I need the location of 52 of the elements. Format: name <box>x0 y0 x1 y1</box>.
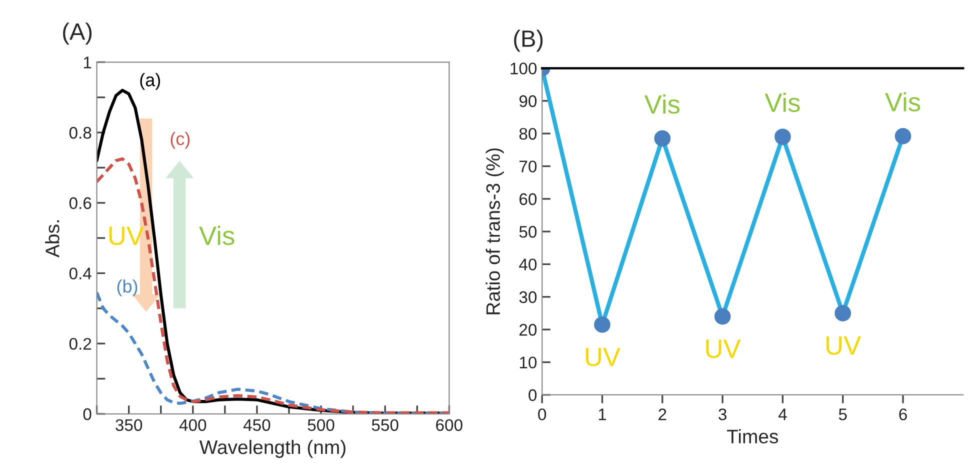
annotation: Vis <box>199 226 234 246</box>
y-axis-title: Abs. <box>45 220 60 258</box>
x-tick-label: 550 <box>372 419 398 431</box>
y-tick-label: 0.2 <box>69 338 92 350</box>
y-tick-label: 80 <box>519 128 537 140</box>
y-axis-title: Ratio of trans-3 (%) <box>486 148 504 314</box>
y-tick-label: 0.6 <box>69 197 92 210</box>
point <box>654 130 671 147</box>
y-tick-label: 60 <box>520 193 537 206</box>
x-tick-label: 400 <box>179 419 206 431</box>
text: (c) <box>170 132 190 149</box>
chart-title: (A) <box>63 22 92 45</box>
point <box>834 305 852 322</box>
x-tick-label: 1 <box>598 408 606 420</box>
y-tick-label: 70 <box>520 160 537 172</box>
x-tick-label: 4 <box>778 408 787 420</box>
x-tick-label: 500 <box>308 419 334 431</box>
x-tick-label: 6 <box>899 408 907 420</box>
y-tick-label: 40 <box>519 258 537 270</box>
y-tick-label: 1 <box>84 56 92 68</box>
x-tick-label: 5 <box>838 408 847 420</box>
x-tick-label: 600 <box>436 419 462 431</box>
x-tick-label: 3 <box>718 408 726 420</box>
annotation: Vis <box>644 94 680 114</box>
x-tick-label: 450 <box>243 419 270 431</box>
annotation: Vis <box>885 92 920 112</box>
x-tick-label: 2 <box>658 408 666 420</box>
y-tick-label: 0.8 <box>69 126 92 139</box>
annotation: UV <box>586 348 620 366</box>
x-tick-label: 350 <box>116 419 142 431</box>
annotation: UV <box>109 226 144 246</box>
x-axis-title: Times <box>726 429 778 444</box>
point <box>774 128 791 145</box>
annotation: UV <box>706 340 741 358</box>
y-tick-label: 50 <box>519 226 537 238</box>
y-tick-label: 0 <box>528 389 537 402</box>
annotation: UV <box>826 336 862 355</box>
x-tick-label: 0 <box>538 408 546 420</box>
chart-title: (B) <box>514 30 543 52</box>
y-tick-label: 20 <box>520 324 537 336</box>
point <box>894 128 912 144</box>
point <box>714 308 731 325</box>
series-label: (b) <box>117 279 138 296</box>
y-tick-label: 30 <box>519 291 537 304</box>
y-tick-label: 100 <box>510 62 537 74</box>
y-tick-label: 0.4 <box>69 268 92 280</box>
point <box>594 316 610 333</box>
annotation: Vis <box>764 92 800 112</box>
y-tick-label: 10 <box>520 356 537 368</box>
series-label: (a) <box>140 73 160 90</box>
x-axis-title: Wavelength (nm) <box>199 440 346 458</box>
y-tick-label: 90 <box>519 95 537 108</box>
